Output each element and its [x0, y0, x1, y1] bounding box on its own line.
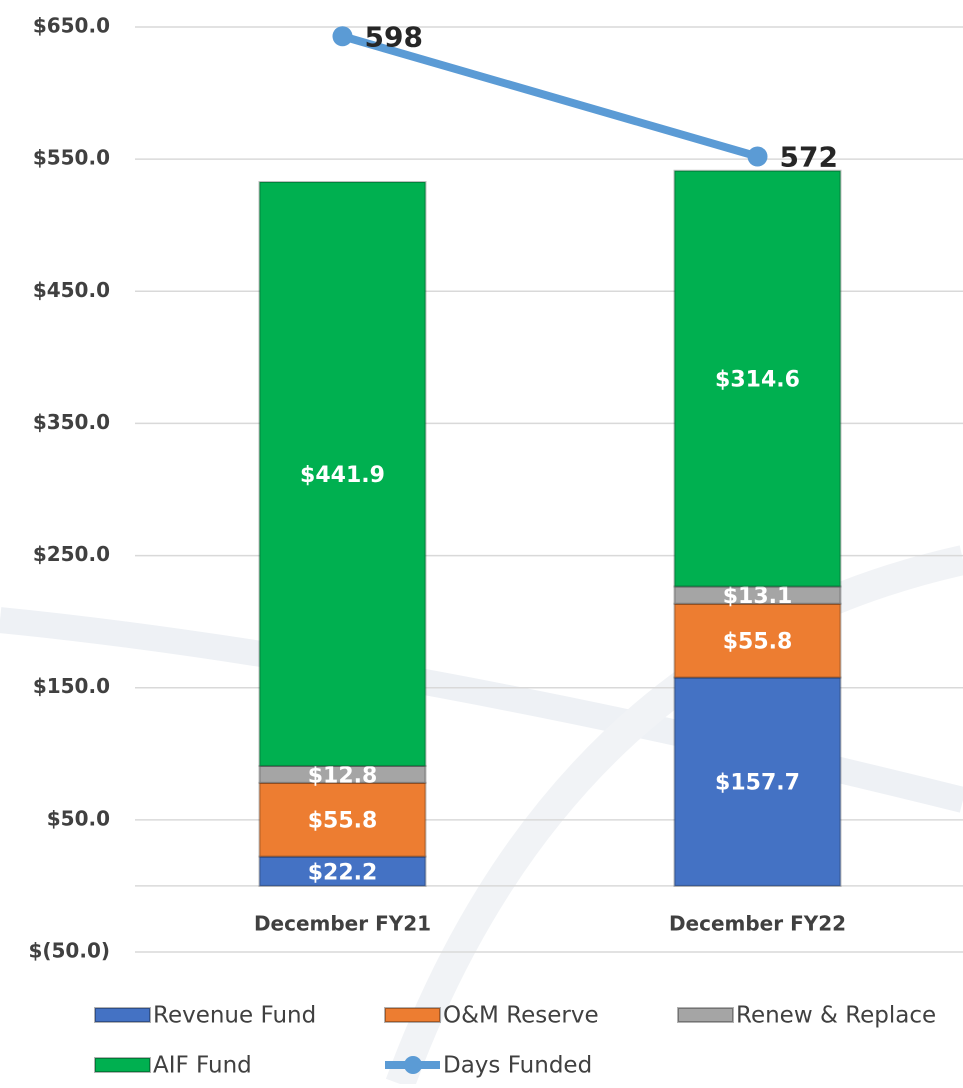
page: $(50.0) $50.0 $150.0 $250.0 $350.0 $450.0 $550…: [0, 0, 963, 1084]
data-label: 572: [780, 141, 838, 174]
legend-label: AIF Fund: [153, 1053, 252, 1079]
y-tick-label: $550.0: [33, 146, 110, 170]
legend-marker: [404, 1056, 422, 1074]
data-label: $157.7: [715, 771, 800, 796]
y-tick-label: $250.0: [33, 542, 110, 566]
legend-swatch: [678, 1008, 733, 1022]
y-tick-label: $350.0: [33, 410, 110, 434]
legend-label: Revenue Fund: [153, 1003, 316, 1029]
line-point: [333, 26, 353, 46]
data-label: $22.2: [308, 860, 378, 885]
data-label: $13.1: [723, 584, 793, 609]
data-label: $441.9: [300, 463, 385, 488]
data-label: $314.6: [715, 368, 800, 393]
chart: $(50.0) $50.0 $150.0 $250.0 $350.0 $450.0 $550…: [0, 0, 963, 1084]
legend-swatch: [385, 1008, 440, 1022]
y-tick-label: $150.0: [33, 674, 110, 698]
y-tick-label: $(50.0): [28, 939, 110, 963]
data-label: 598: [365, 20, 423, 53]
line-point: [748, 147, 768, 167]
data-label: $55.8: [723, 630, 793, 655]
legend-label: Renew & Replace: [736, 1003, 936, 1029]
y-tick-label: $450.0: [33, 278, 110, 302]
y-tick-label: $650.0: [33, 14, 110, 38]
x-tick-label: December FY22: [669, 912, 846, 936]
data-label: $55.8: [308, 809, 378, 834]
line: [343, 36, 758, 156]
y-tick-label: $50.0: [47, 806, 110, 830]
legend-swatch: [95, 1058, 150, 1072]
legend-swatch: [95, 1008, 150, 1022]
legend-label: O&M Reserve: [443, 1003, 599, 1029]
data-label: $12.8: [308, 763, 378, 788]
legend-label: Days Funded: [443, 1053, 592, 1079]
x-tick-label: December FY21: [254, 912, 431, 936]
